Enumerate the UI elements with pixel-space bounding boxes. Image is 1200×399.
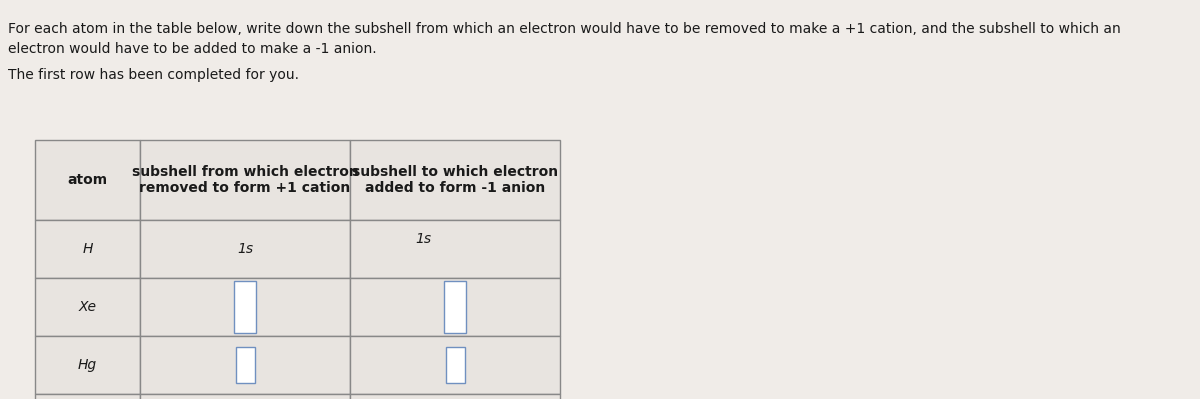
Text: electron would have to be added to make a -1 anion.: electron would have to be added to make … xyxy=(8,42,377,56)
Text: subshell from which electron
removed to form +1 cation: subshell from which electron removed to … xyxy=(132,165,359,195)
Bar xyxy=(140,336,350,394)
Text: 1s: 1s xyxy=(415,231,432,245)
Bar xyxy=(350,220,560,278)
Bar xyxy=(350,140,560,220)
Text: H: H xyxy=(83,242,92,256)
Text: For each atom in the table below, write down the subshell from which an electron: For each atom in the table below, write … xyxy=(8,22,1121,36)
Bar xyxy=(235,347,254,383)
Bar xyxy=(35,220,140,278)
Text: Hg: Hg xyxy=(78,358,97,372)
Bar xyxy=(350,336,560,394)
Text: Xe: Xe xyxy=(78,300,96,314)
Text: The first row has been completed for you.: The first row has been completed for you… xyxy=(8,68,299,82)
Bar xyxy=(35,140,140,220)
Text: atom: atom xyxy=(67,173,108,187)
Bar xyxy=(140,220,350,278)
Bar xyxy=(445,347,464,383)
Bar xyxy=(35,394,140,399)
Bar xyxy=(444,281,466,333)
Text: subshell to which electron
added to form -1 anion: subshell to which electron added to form… xyxy=(352,165,558,195)
Bar xyxy=(140,140,350,220)
Bar xyxy=(234,281,256,333)
Bar xyxy=(140,394,350,399)
Bar xyxy=(140,278,350,336)
Bar xyxy=(350,278,560,336)
Bar xyxy=(350,394,560,399)
Bar xyxy=(35,336,140,394)
Text: 1s: 1s xyxy=(236,242,253,256)
Bar xyxy=(35,278,140,336)
